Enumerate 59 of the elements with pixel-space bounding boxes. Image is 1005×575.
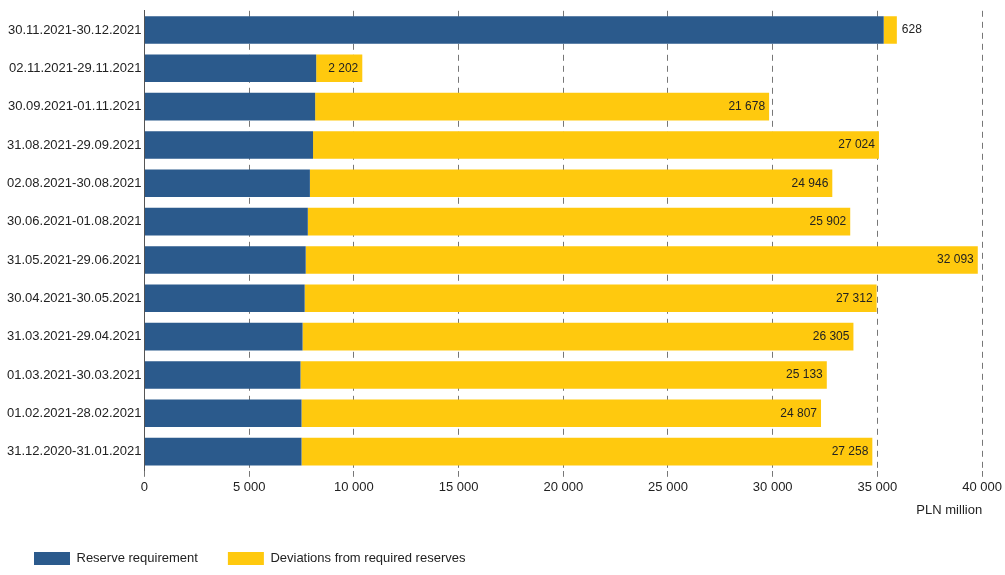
bar bbox=[144, 322, 303, 351]
data-label: 24 807 bbox=[780, 405, 818, 420]
data-label: 27 258 bbox=[831, 443, 869, 458]
data-label: 32 093 bbox=[937, 252, 975, 267]
y-tick-label: 02.08.2021-30.08.2021 bbox=[6, 174, 142, 190]
x-tick-label: 10 000 bbox=[333, 479, 374, 495]
bar bbox=[300, 361, 827, 389]
legend-label: Reserve requirement bbox=[76, 550, 199, 566]
bar bbox=[315, 92, 770, 121]
y-tick-label: 30.11.2021-30.12.2021 bbox=[7, 21, 142, 37]
y-tick-label: 31.05.2021-29.06.2021 bbox=[6, 251, 142, 267]
x-tick-label: 30 000 bbox=[752, 479, 793, 495]
bar bbox=[144, 246, 306, 274]
bar bbox=[309, 169, 833, 198]
y-tick-label: 31.12.2020-31.01.2021 bbox=[6, 443, 142, 459]
x-tick-label: 40 000 bbox=[962, 479, 1002, 495]
bar bbox=[301, 437, 873, 466]
bar bbox=[144, 399, 302, 428]
bar bbox=[144, 131, 314, 159]
data-label: 628 bbox=[901, 22, 923, 37]
x-tick-label: 35 000 bbox=[857, 479, 898, 495]
bar bbox=[144, 207, 308, 236]
x-tick-label: 20 000 bbox=[543, 479, 584, 495]
bar bbox=[144, 16, 884, 44]
bar bbox=[313, 131, 879, 159]
y-tick-label: 30.04.2021-30.05.2021 bbox=[6, 289, 142, 305]
data-label: 24 946 bbox=[791, 175, 829, 190]
bar bbox=[305, 246, 978, 274]
y-tick-label: 31.08.2021-29.09.2021 bbox=[6, 136, 142, 152]
bar bbox=[307, 207, 851, 236]
y-tick-label: 30.06.2021-01.08.2021 bbox=[6, 213, 142, 229]
y-tick-label: 30.09.2021-01.11.2021 bbox=[7, 98, 142, 114]
bar bbox=[144, 169, 310, 198]
x-tick-label: 0 bbox=[140, 479, 149, 495]
bar bbox=[144, 284, 305, 313]
x-tick-label: 5 000 bbox=[232, 479, 266, 495]
data-label: 21 678 bbox=[728, 98, 766, 113]
data-label: 26 305 bbox=[812, 328, 850, 343]
y-tick-label: 31.03.2021-29.04.2021 bbox=[6, 328, 142, 344]
bar bbox=[144, 361, 301, 389]
bar bbox=[304, 284, 877, 313]
y-tick-label: 02.11.2021-29.11.2021 bbox=[8, 59, 142, 75]
data-label: 2 202 bbox=[328, 60, 359, 75]
data-label: 27 312 bbox=[835, 290, 873, 305]
y-tick-label: 01.03.2021-30.03.2021 bbox=[6, 366, 142, 382]
data-label: 25 902 bbox=[809, 213, 847, 228]
data-label: 25 133 bbox=[786, 367, 824, 382]
y-tick-label: 01.02.2021-28.02.2021 bbox=[6, 404, 142, 420]
data-label: 27 024 bbox=[838, 137, 876, 152]
bar bbox=[302, 322, 854, 351]
bar bbox=[144, 92, 316, 121]
bar bbox=[144, 54, 317, 83]
bar bbox=[144, 437, 302, 466]
x-tick-label: 25 000 bbox=[648, 479, 688, 495]
bar bbox=[301, 399, 822, 428]
x-axis-title: PLN million bbox=[916, 501, 983, 517]
bar bbox=[883, 16, 897, 44]
legend-label: Deviations from required reserves bbox=[270, 550, 466, 566]
x-tick-label: 15 000 bbox=[438, 479, 479, 495]
